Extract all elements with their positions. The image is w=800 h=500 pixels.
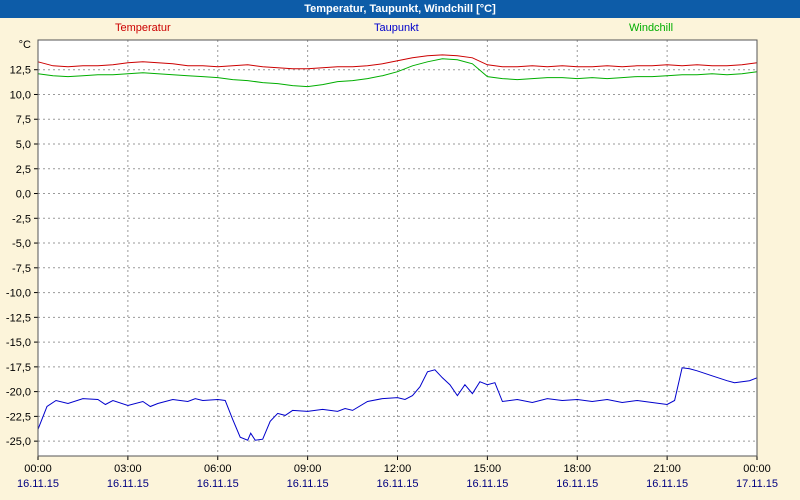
svg-text:18:00: 18:00 <box>563 463 591 475</box>
svg-text:03:00: 03:00 <box>114 463 142 475</box>
svg-text:17.11.15: 17.11.15 <box>736 478 778 490</box>
svg-text:-17,5: -17,5 <box>6 362 31 374</box>
svg-text:-5,0: -5,0 <box>12 238 31 250</box>
svg-text:7,5: 7,5 <box>16 114 31 126</box>
legend-temperatur: Temperatur <box>115 22 171 34</box>
svg-text:00:00: 00:00 <box>24 463 52 475</box>
svg-text:15:00: 15:00 <box>474 463 502 475</box>
svg-text:09:00: 09:00 <box>294 463 322 475</box>
svg-text:06:00: 06:00 <box>204 463 232 475</box>
svg-text:16.11.15: 16.11.15 <box>646 478 688 490</box>
svg-text:12:00: 12:00 <box>384 463 412 475</box>
svg-text:-15,0: -15,0 <box>6 337 31 349</box>
svg-text:16.11.15: 16.11.15 <box>466 478 508 490</box>
svg-text:21:00: 21:00 <box>653 463 681 475</box>
legend-taupunkt: Taupunkt <box>374 22 419 34</box>
svg-text:-2,5: -2,5 <box>12 213 31 225</box>
svg-text:-22,5: -22,5 <box>6 411 31 423</box>
svg-text:-25,0: -25,0 <box>6 436 31 448</box>
svg-text:-10,0: -10,0 <box>6 288 31 300</box>
svg-text:12,5: 12,5 <box>10 65 31 77</box>
svg-text:16.11.15: 16.11.15 <box>17 478 59 490</box>
svg-text:°C: °C <box>19 39 31 51</box>
svg-text:-12,5: -12,5 <box>6 312 31 324</box>
svg-text:16.11.15: 16.11.15 <box>376 478 418 490</box>
chart-title-bar: Temperatur, Taupunkt, Windchill [°C] <box>0 0 800 18</box>
svg-text:00:00: 00:00 <box>743 463 771 475</box>
svg-text:0,0: 0,0 <box>16 189 31 201</box>
svg-text:2,5: 2,5 <box>16 164 31 176</box>
legend-windchill: Windchill <box>629 22 674 34</box>
svg-text:5,0: 5,0 <box>16 139 31 151</box>
svg-text:16.11.15: 16.11.15 <box>287 478 329 490</box>
svg-text:-7,5: -7,5 <box>12 263 31 275</box>
svg-text:16.11.15: 16.11.15 <box>556 478 598 490</box>
svg-text:10,0: 10,0 <box>10 89 31 101</box>
svg-text:16.11.15: 16.11.15 <box>107 478 149 490</box>
chart-title: Temperatur, Taupunkt, Windchill [°C] <box>304 3 496 15</box>
svg-text:-20,0: -20,0 <box>6 387 31 399</box>
svg-text:16.11.15: 16.11.15 <box>197 478 239 490</box>
